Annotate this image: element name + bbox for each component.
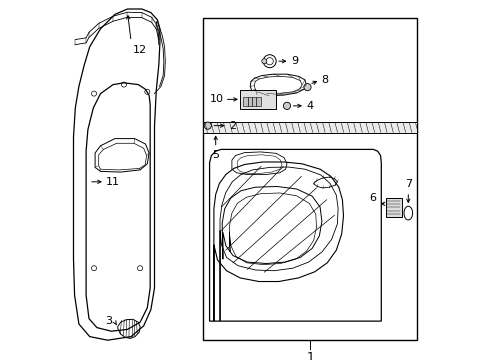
Bar	[203, 18, 416, 340]
Circle shape	[283, 102, 290, 109]
FancyBboxPatch shape	[251, 97, 256, 106]
FancyBboxPatch shape	[247, 97, 251, 106]
Circle shape	[303, 84, 310, 91]
FancyBboxPatch shape	[256, 97, 260, 106]
FancyBboxPatch shape	[385, 198, 401, 217]
Text: 4: 4	[306, 101, 313, 111]
Text: 7: 7	[404, 179, 411, 189]
Text: 2: 2	[229, 121, 236, 131]
Text: 6: 6	[369, 193, 376, 203]
Text: 5: 5	[212, 150, 219, 161]
Circle shape	[204, 122, 211, 129]
Text: 1: 1	[305, 351, 313, 360]
Text: 12: 12	[133, 45, 147, 55]
Text: 8: 8	[321, 75, 328, 85]
FancyBboxPatch shape	[243, 97, 247, 106]
Circle shape	[261, 59, 266, 64]
Text: 11: 11	[106, 177, 120, 187]
Text: 10: 10	[209, 94, 223, 104]
FancyBboxPatch shape	[240, 90, 275, 109]
Text: 9: 9	[291, 56, 298, 66]
Text: 3: 3	[105, 316, 112, 326]
Bar	[203, 122, 416, 133]
